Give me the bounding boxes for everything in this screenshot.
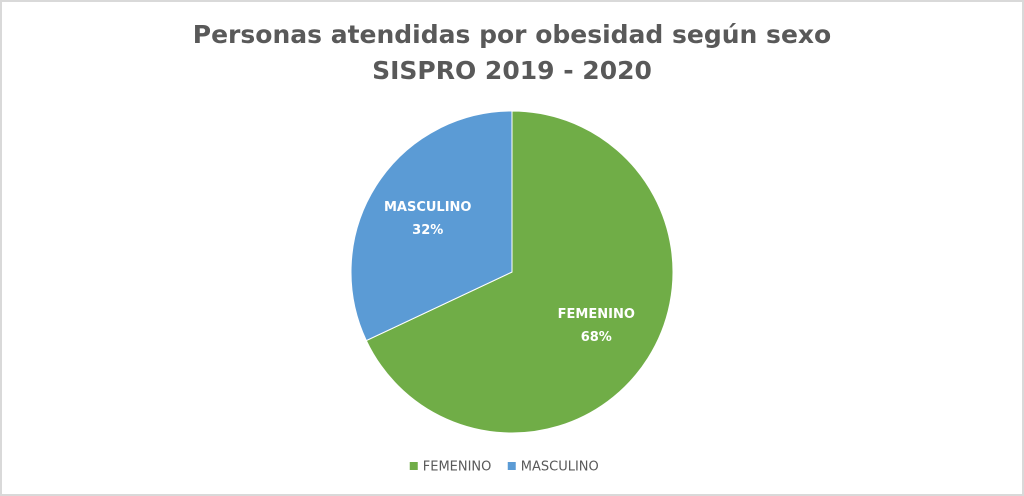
data-label-value: 32% bbox=[412, 223, 443, 238]
pie: FEMENINO 68% MASCULINO 32% bbox=[350, 110, 674, 434]
data-label-category: FEMENINO bbox=[558, 307, 635, 322]
legend-label: MASCULINO bbox=[521, 460, 599, 475]
pie-slice bbox=[365, 110, 674, 434]
chart-subtitle: SISPRO 2019 - 2020 bbox=[372, 56, 652, 85]
legend-swatch bbox=[409, 462, 418, 470]
pie-slice bbox=[350, 110, 513, 342]
legend-label: FEMENINO bbox=[423, 460, 492, 475]
legend: FEMENINO MASCULINO bbox=[409, 460, 599, 475]
legend-swatch bbox=[507, 462, 516, 470]
data-label-category: MASCULINO bbox=[384, 200, 472, 215]
chart-title: Personas atendidas por obesidad según se… bbox=[193, 20, 831, 49]
data-label-value: 68% bbox=[581, 330, 612, 345]
